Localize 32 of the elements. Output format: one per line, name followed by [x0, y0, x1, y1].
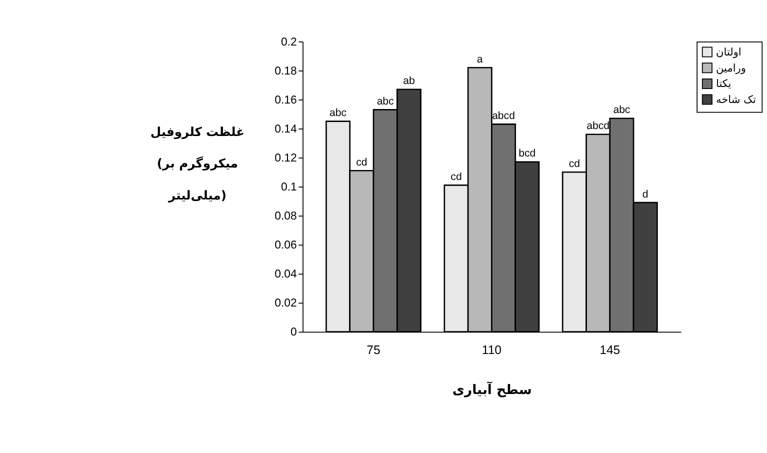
legend-label: تک شاخه [716, 94, 756, 106]
data-label: abc [330, 107, 347, 120]
legend-label: اولتان [716, 46, 742, 59]
y-tick-label: 0.08 [274, 210, 297, 223]
x-tick-label: 145 [600, 343, 620, 358]
y-tick-label: 0.04 [274, 268, 298, 281]
y-tick-label: 0.2 [280, 36, 297, 48]
y-tick-label: 0 [290, 326, 297, 339]
data-label: d [642, 188, 648, 200]
y-tick-label: 0.14 [274, 124, 298, 136]
y-tick-label: 0.1 [280, 182, 297, 194]
y-tick-label: 0.06 [274, 240, 297, 252]
data-label: a [476, 53, 483, 66]
y-tick-label: 0.16 [274, 94, 297, 106]
legend-label: ورامین [716, 62, 746, 74]
legend-label: یکتا [716, 78, 732, 90]
x-tick-label: 75 [366, 343, 380, 358]
data-label: cd [356, 156, 368, 168]
data-label: abcd [492, 110, 516, 122]
text: غلظت کلروفیل (میکروگرم بر میلی‌لیتر) [150, 125, 245, 202]
data-label: ab [403, 75, 415, 88]
y-tick-label: 0.02 [274, 298, 297, 310]
data-label: abc [376, 95, 394, 108]
x-axis-title: سطح آبیاری [452, 380, 532, 398]
y-tick-label: 0.18 [274, 65, 297, 78]
x-tick-label: 110 [482, 343, 502, 358]
data-label: abc [613, 104, 630, 116]
data-label: bcd [518, 148, 536, 160]
data-label: abcd [586, 120, 610, 132]
y-tick-label: 0.12 [274, 152, 297, 165]
data-label: cd [450, 170, 462, 183]
data-label: cd [568, 158, 580, 170]
